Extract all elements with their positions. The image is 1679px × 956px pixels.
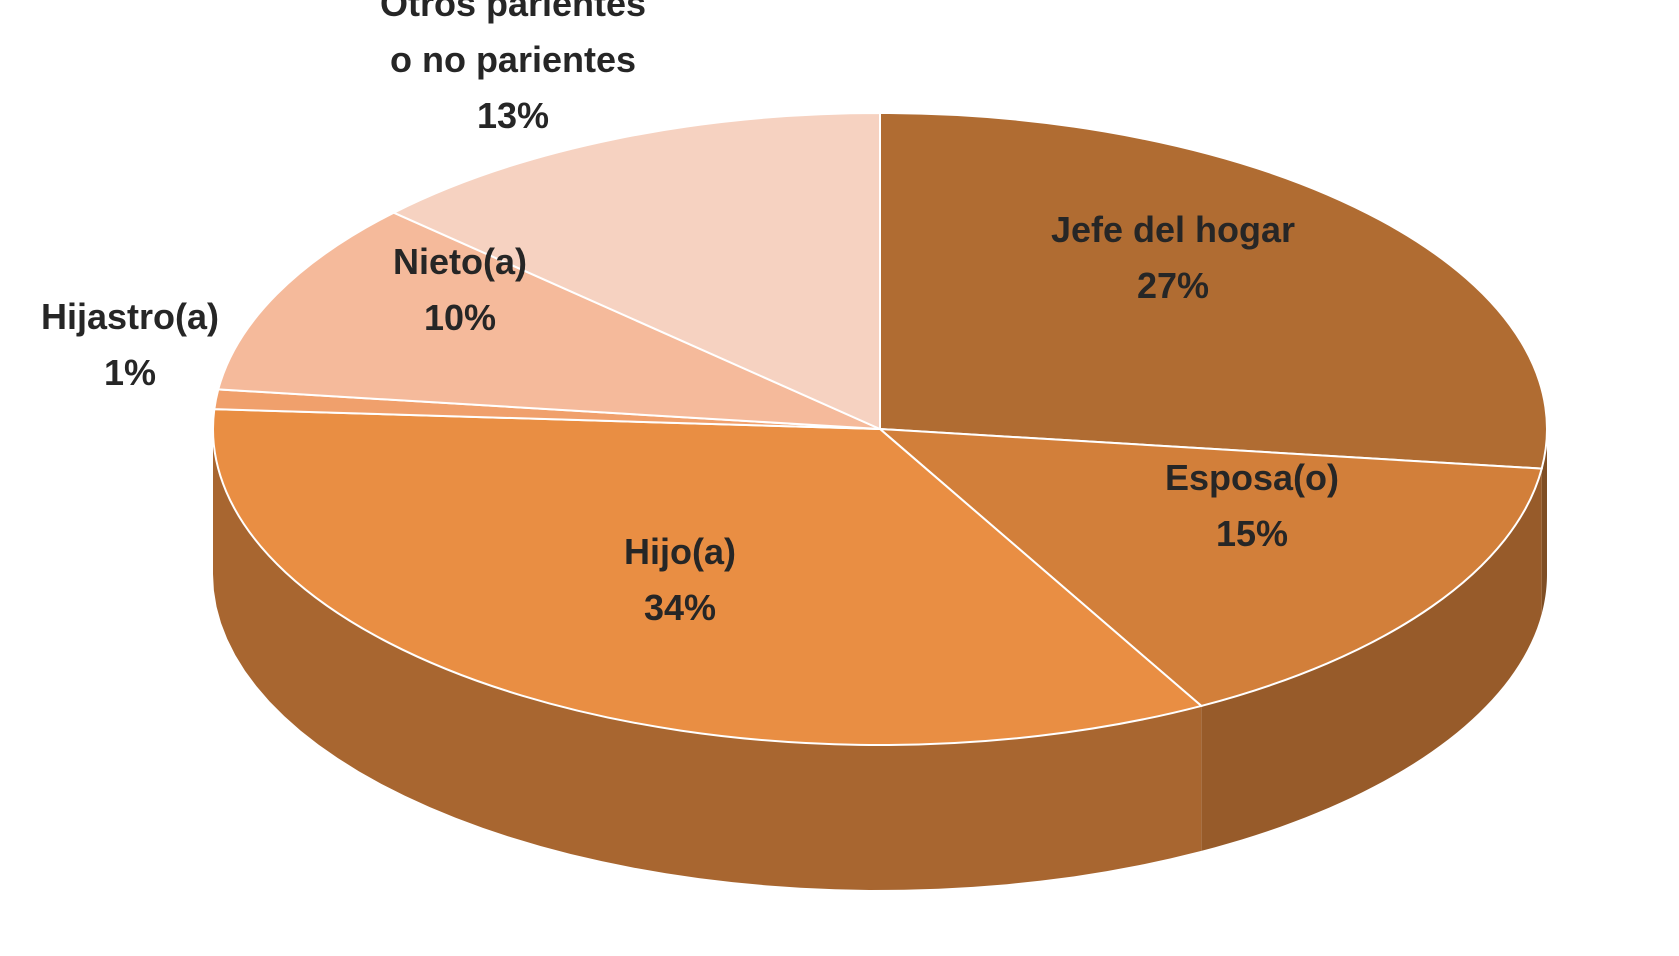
- slice-label: Esposa(o): [1164, 457, 1340, 498]
- slice-label: Hijo(a): [624, 531, 736, 572]
- slice-value-label: 13%: [476, 95, 550, 136]
- slice: [391, 111, 881, 431]
- slice-label: Hijastro(a): [40, 296, 220, 337]
- slice-label: Jefe del hogar: [1050, 209, 1296, 250]
- slice-side: [213, 429, 1202, 890]
- slice: [212, 408, 1204, 746]
- slice-value-label: 34%: [643, 587, 717, 628]
- slice-side: [1541, 429, 1547, 614]
- slice-value-label: 1%: [103, 352, 157, 393]
- slice: [216, 211, 881, 430]
- slice-label: Otros parientes o no parientes: [379, 0, 647, 80]
- slice: [879, 111, 1548, 470]
- slice: [877, 427, 1544, 708]
- slice-side: [1201, 468, 1542, 851]
- slice-value-label: 27%: [1136, 265, 1210, 306]
- slice-value-label: 10%: [423, 297, 497, 338]
- slice-label: Nieto(a): [393, 241, 527, 282]
- slice-value-label: 15%: [1215, 513, 1289, 554]
